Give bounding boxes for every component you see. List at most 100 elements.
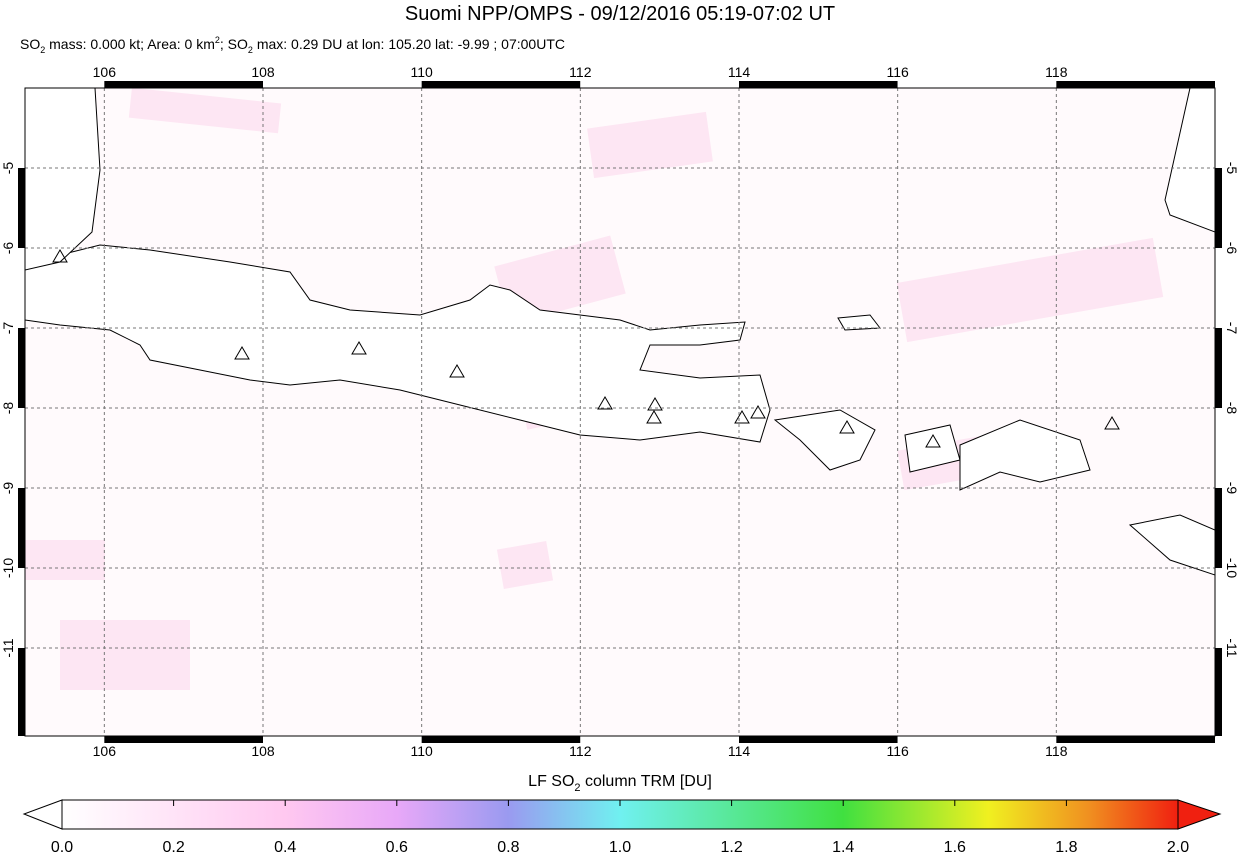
- lon-tick-label: 116: [887, 64, 910, 80]
- frame-band: [1215, 248, 1222, 328]
- lat-tick-label: -7: [0, 322, 16, 335]
- sumbawa: [959, 419, 1091, 491]
- lon-tick-label: 106: [93, 64, 117, 80]
- frame-band: [1215, 168, 1222, 248]
- colorbar-ticks: 0.0 0.2 0.4 0.6 0.8 1.0 1.2 1.4 1.6 1.8 2.0: [51, 800, 1189, 855]
- frame-band: [1215, 488, 1222, 568]
- subtitle-part: max: 0.29 DU at lon: 105.20 lat: -9.99 ;…: [253, 36, 565, 52]
- colorbar-tick-label: 2.0: [1167, 839, 1189, 855]
- colorbar-label-sub: 2: [574, 782, 580, 794]
- frame-band: [18, 648, 25, 736]
- frame-band: [18, 568, 25, 648]
- frame-border: [24, 87, 1216, 737]
- lon-tick-label: 108: [251, 743, 275, 759]
- lat-tick-label: -10: [1224, 558, 1239, 578]
- map-frame: [18, 81, 1222, 743]
- frame-band: [18, 88, 25, 168]
- frame-band: [739, 736, 898, 743]
- lat-tick-label: -11: [0, 638, 16, 657]
- lon-tick-label: 112: [569, 743, 592, 759]
- lat-tick-label: -10: [0, 558, 16, 578]
- subtitle-sub: 2: [40, 45, 45, 55]
- lat-tick-label: -9: [1224, 482, 1239, 495]
- frame-band: [263, 81, 422, 88]
- colorbar-tick-label: 1.0: [609, 839, 631, 855]
- lon-tick-label: 112: [569, 64, 592, 80]
- sumatra: [25, 88, 101, 271]
- sulawesi: [1164, 88, 1215, 233]
- frame-band: [1215, 408, 1222, 488]
- frame-band: [104, 81, 263, 88]
- coastlines: [25, 88, 1215, 576]
- lon-tick-label: 108: [251, 64, 275, 80]
- colorbar-label: LF SO2 column TRM [DU]: [528, 773, 712, 794]
- axis-labels: 106 106 108 108 110 110 112 112 114 114 116 116 118 1…: [0, 64, 1239, 759]
- lat-tick-label: -11: [1224, 638, 1239, 657]
- colorbar-tick-label: 1.6: [944, 839, 966, 855]
- lon-tick-label: 106: [93, 743, 117, 759]
- frame-band: [1215, 328, 1222, 408]
- map-area: [25, 88, 1215, 736]
- frame-band: [18, 168, 25, 248]
- lat-tick-label: -5: [0, 162, 16, 175]
- frame-band: [580, 736, 739, 743]
- title: Suomi NPP/OMPS - 09/12/2016 05:19-07:02 …: [405, 3, 835, 25]
- frame-band: [897, 81, 1057, 88]
- lat-tick-label: -6: [1224, 242, 1239, 255]
- java: [25, 244, 771, 443]
- colorbar-tick-label: 0.8: [497, 839, 519, 855]
- frame-band: [1215, 88, 1222, 168]
- lon-tick-label: 110: [411, 743, 434, 759]
- colorbar-tick-label: 0.2: [162, 839, 184, 855]
- subtitle-part: ; SO: [220, 36, 248, 52]
- frame-band: [18, 408, 25, 488]
- frame-band: [18, 488, 25, 568]
- colorbar-high-arrow: [1177, 799, 1222, 830]
- frame-band: [421, 81, 581, 88]
- frame-band: [1056, 81, 1215, 88]
- colorbar-tick-label: 0.6: [386, 839, 408, 855]
- subtitle-part: SO: [20, 36, 40, 52]
- colorbar-tick-label: 1.8: [1055, 839, 1077, 855]
- colorbar-label-part: LF SO: [528, 773, 574, 790]
- colorbar-low-arrow: [22, 799, 63, 830]
- colorbar-tick-label: 1.4: [832, 839, 854, 855]
- lat-tick-label: -8: [1224, 402, 1239, 415]
- frame-band: [25, 736, 105, 743]
- lon-tick-label: 118: [1045, 743, 1068, 759]
- frame-band: [18, 328, 25, 408]
- colorbar-tick-label: 0.0: [51, 839, 73, 855]
- colorbar-tick-label: 1.2: [720, 839, 742, 855]
- subtitle-sub: 2: [248, 45, 253, 55]
- frame-band: [18, 248, 25, 328]
- colorbar-label-part: column TRM [DU]: [581, 773, 712, 790]
- frame-band: [421, 736, 581, 743]
- colorbar-tick-label: 0.4: [274, 839, 296, 855]
- frame-band: [580, 81, 739, 88]
- frame-band: [1215, 648, 1222, 736]
- lon-tick-label: 118: [1045, 64, 1068, 80]
- frame-band: [897, 736, 1057, 743]
- subtitle-sup: 2: [215, 35, 220, 45]
- frame-band: [104, 736, 263, 743]
- lon-tick-label: 114: [728, 743, 751, 759]
- subtitle-part: mass: 0.000 kt; Area: 0 km: [45, 36, 215, 52]
- lat-tick-label: -7: [1224, 322, 1239, 335]
- frame-band: [263, 736, 422, 743]
- subtitle: SO2 mass: 0.000 kt; Area: 0 km2; SO2 max…: [20, 35, 565, 55]
- lat-tick-label: -8: [0, 402, 16, 415]
- grid: [25, 88, 1215, 736]
- frame-band: [1056, 736, 1215, 743]
- frame-band: [25, 81, 105, 88]
- lon-tick-label: 110: [411, 64, 434, 80]
- bali: [773, 409, 876, 471]
- sumba: [1128, 514, 1215, 576]
- lat-tick-label: -6: [0, 242, 16, 255]
- lon-tick-label: 114: [728, 64, 751, 80]
- lat-tick-label: -9: [0, 482, 16, 495]
- lon-tick-label: 116: [887, 743, 910, 759]
- frame-band: [1215, 568, 1222, 648]
- volcanoes: [52, 249, 1120, 448]
- frame-band: [739, 81, 898, 88]
